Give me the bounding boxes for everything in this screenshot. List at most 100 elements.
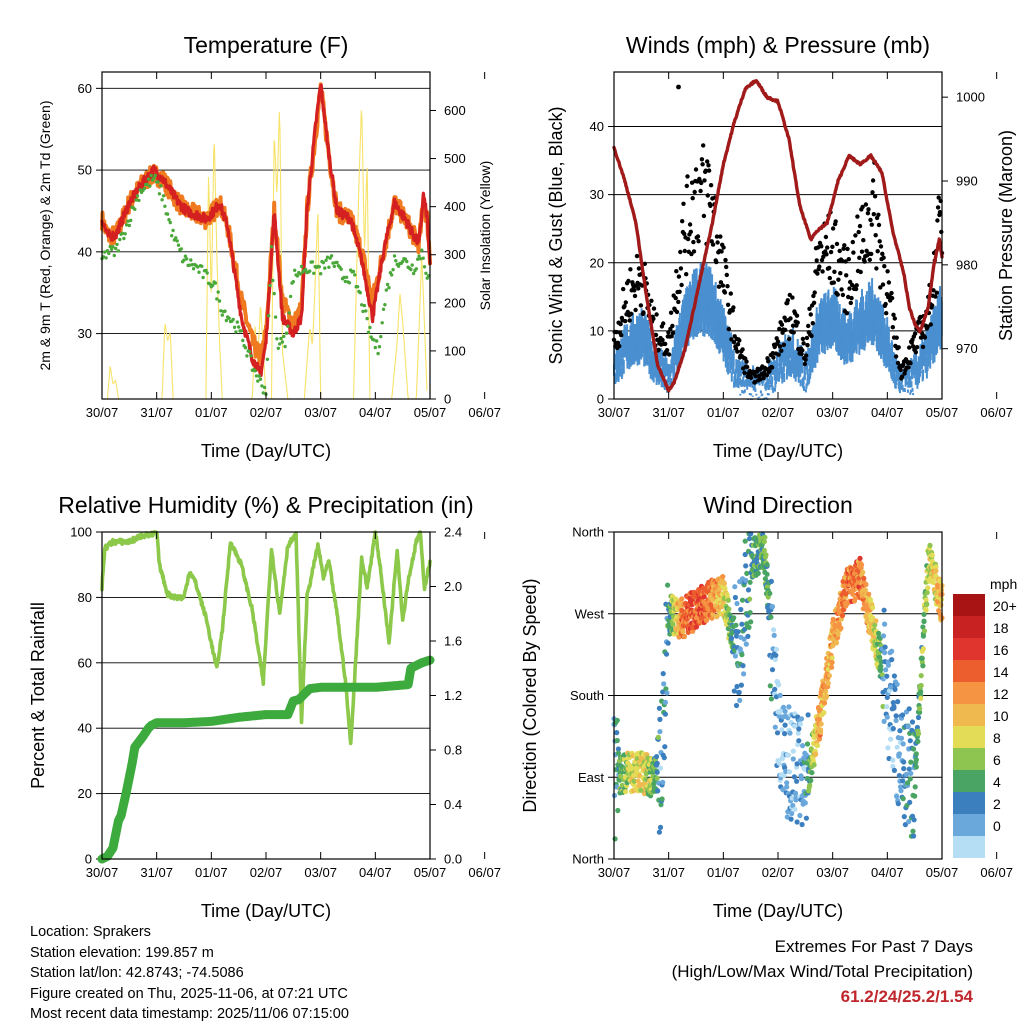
dewpoint-point [273, 315, 278, 319]
direction-point [906, 766, 912, 772]
dewpoint-point [376, 351, 380, 356]
direction-point [826, 673, 833, 679]
direction-point [918, 682, 924, 689]
gust-point [781, 342, 787, 347]
gust-point [720, 283, 726, 288]
direction-point [755, 570, 761, 577]
gust-point [731, 340, 737, 345]
direction-point [788, 816, 794, 822]
gust-point [691, 239, 696, 245]
sonic-wind-point [924, 355, 927, 371]
temp-ytick-label: 30 [78, 326, 92, 341]
sonic-wind-point [768, 384, 771, 390]
sonic-wind-point [906, 389, 909, 393]
sonic-wind-point [895, 357, 898, 373]
gust-point [706, 168, 712, 173]
direction-point [661, 755, 667, 761]
gust-point [935, 205, 941, 210]
gust-point [804, 353, 809, 358]
direction-point [895, 699, 901, 705]
sonic-wind-point [893, 373, 896, 383]
gust-point [615, 340, 621, 345]
direction-point [728, 635, 735, 641]
dewpoint-point [165, 212, 170, 216]
gust-point [651, 316, 656, 321]
direction-point [679, 607, 685, 614]
direction-point [665, 640, 671, 646]
gust-point [783, 327, 788, 333]
dewpoint-point [182, 258, 186, 262]
direction-point [872, 622, 878, 628]
wind-rtick-label: 980 [956, 257, 978, 272]
sonic-wind-point [676, 345, 678, 365]
gust-point [795, 320, 800, 325]
direction-point [891, 673, 898, 679]
direction-point [614, 717, 620, 724]
direction-point [771, 627, 777, 633]
gust-point [702, 178, 707, 183]
dewpoint-point [291, 280, 295, 284]
sonic-wind-point [801, 359, 804, 374]
direction-point [802, 800, 808, 806]
sonic-wind-point [736, 360, 738, 374]
dewpoint-point [245, 354, 249, 358]
direction-point [879, 672, 886, 678]
direction-point [910, 828, 916, 834]
direction-point [920, 624, 926, 630]
gust-point [625, 309, 630, 315]
gust-point [682, 231, 687, 236]
dewpoint-point [418, 257, 423, 261]
direction-point [720, 574, 726, 580]
direction-point [782, 722, 788, 728]
dewpoint-point [201, 275, 205, 280]
dewpoint-point [278, 342, 282, 346]
gust-point [899, 374, 905, 379]
direction-point [924, 590, 930, 596]
dewpoint-point [335, 260, 339, 265]
rh-ytick-label: 20 [78, 786, 92, 801]
dewpoint-point [104, 256, 108, 260]
gust-point [846, 257, 851, 262]
sonic-wind-point [915, 348, 918, 367]
sonic-wind-point [910, 381, 913, 388]
dewpoint-point [152, 176, 156, 180]
gust-point [649, 298, 654, 303]
direction-point [737, 697, 743, 704]
sonic-wind-point [929, 352, 932, 369]
sonic-wind-point [751, 381, 754, 388]
sonic-wind-point [649, 327, 652, 353]
extremes-title: Extremes For Past 7 Days [774, 937, 973, 956]
direction-point [780, 787, 786, 793]
direction-point [790, 748, 796, 754]
sonic-wind-point [732, 360, 735, 374]
sonic-wind-point [765, 397, 768, 399]
direction-point [833, 640, 840, 646]
direction-point [895, 801, 901, 807]
direction-point [747, 579, 753, 585]
rh-rtick-label: 0.0 [444, 852, 462, 867]
sonic-wind-point [781, 366, 784, 379]
sonic-wind-point [665, 363, 668, 376]
sonic-wind-point [883, 318, 886, 347]
direction-point [897, 784, 904, 790]
gust-point [788, 316, 793, 321]
extremes-values: 61.2/24/25.2/1.54 [840, 987, 973, 1006]
sonic-wind-point [617, 354, 620, 370]
wind-xlabel: Time (Day/UTC) [713, 441, 843, 461]
dewpoint-point [405, 259, 409, 264]
dewpoint-point [149, 173, 153, 178]
gust-point [842, 243, 847, 248]
gust-point [753, 374, 758, 379]
direction-point [883, 667, 889, 673]
direction-point [615, 746, 622, 752]
direction-point [859, 562, 865, 568]
colorbar-swatch [953, 638, 985, 660]
direction-point [898, 788, 904, 794]
sonic-wind-point [903, 388, 906, 392]
gust-point [810, 321, 815, 326]
dewpoint-point [179, 247, 183, 251]
dewpoint-point [319, 272, 323, 276]
direction-point [631, 782, 637, 788]
dewpoint-point [220, 313, 224, 317]
dir-ytick-label: South [570, 688, 604, 703]
